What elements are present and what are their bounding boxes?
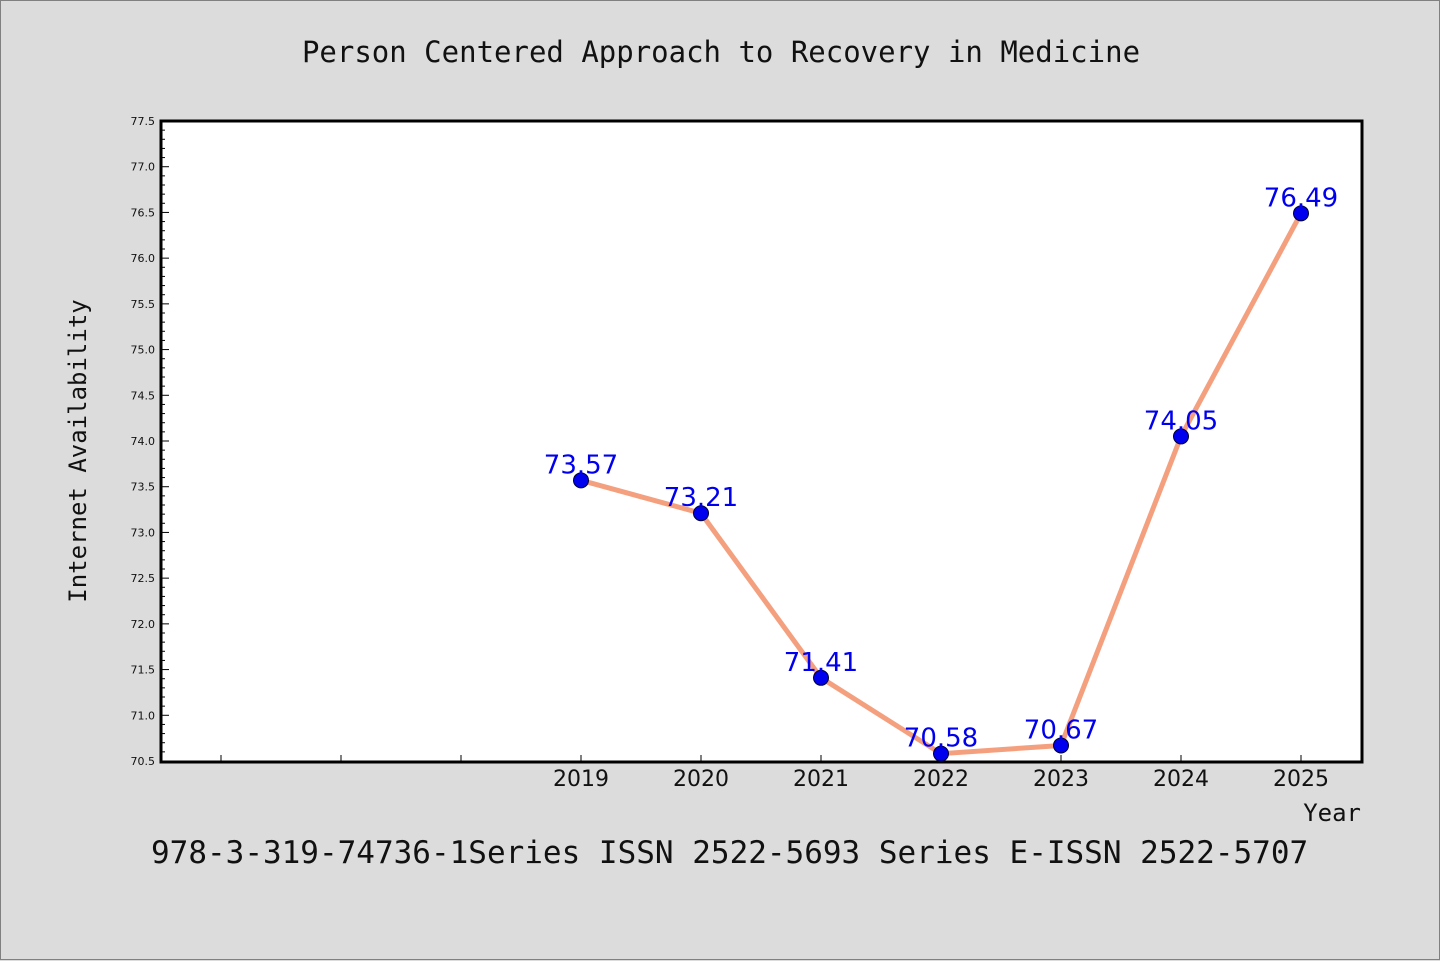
data-point [1293,205,1309,222]
data-point [813,669,829,686]
footer-isbn-text: 978-3-319-74736-1Series ISSN 2522-5693 S… [151,835,1309,871]
y-tick-label: 70.5 [131,755,156,768]
y-tick-label: 74.5 [131,389,156,402]
chart-title: Person Centered Approach to Recovery in … [301,35,1141,69]
y-axis-title: Internet Availability [64,299,92,602]
y-tick-label: 71.5 [131,664,156,677]
plot-area [159,119,1364,764]
data-label: 74.05 [1144,406,1218,436]
x-tick-label: 2023 [1033,767,1089,792]
x-axis: 2019 2020 2021 2022 2023 2024 2025 [220,755,1329,792]
x-tick-label: 2020 [673,767,729,792]
data-label: 76.49 [1264,183,1338,213]
data-point [693,505,709,522]
x-tick-label: 2025 [1273,767,1329,792]
y-tick-label: 74.0 [131,435,156,448]
y-axis: 70.5 71.0 71.5 72.0 72.5 73.0 73.5 74.0 74.5 75.0… [131,115,169,768]
data-label: 73.21 [664,483,738,513]
y-tick-label: 75.5 [131,298,156,311]
y-tick-label: 73.0 [131,526,156,539]
x-axis-title: Year [1303,799,1361,827]
y-tick-label: 73.5 [131,481,156,494]
data-point [573,472,589,489]
data-label: 70.67 [1024,715,1098,745]
y-tick-label: 76.0 [131,252,156,265]
y-tick-label: 72.5 [131,572,156,585]
data-label: 70.58 [904,724,978,754]
y-tick-label: 71.0 [131,709,156,722]
series-group: 73.57 73.21 71.41 70.58 70.67 74.05 76.49 [544,183,1338,762]
data-point [1053,737,1069,754]
data-point [933,745,949,762]
y-tick-label: 77.5 [131,115,156,128]
y-tick-label: 72.0 [131,618,156,631]
y-tick-label: 76.5 [131,206,156,219]
x-tick-label: 2021 [793,767,849,792]
data-label: 73.57 [544,450,618,480]
x-tick-label: 2022 [913,767,969,792]
data-label: 71.41 [784,648,858,678]
data-point [1173,428,1189,445]
x-tick-label: 2019 [553,767,609,792]
y-tick-label: 75.0 [131,344,156,357]
y-tick-label: 77.0 [131,161,156,174]
x-tick-label: 2024 [1153,767,1209,792]
